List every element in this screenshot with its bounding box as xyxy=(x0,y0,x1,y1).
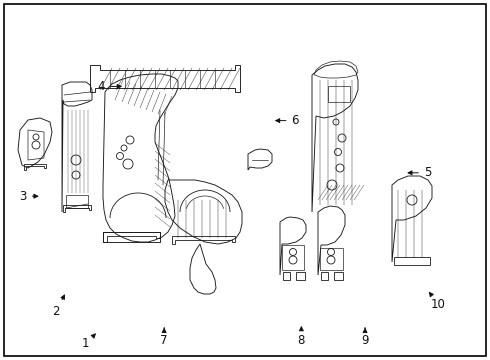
Text: 3: 3 xyxy=(20,190,38,203)
Text: 7: 7 xyxy=(160,328,168,347)
Text: 5: 5 xyxy=(408,166,431,179)
Text: 6: 6 xyxy=(276,114,299,127)
Text: 10: 10 xyxy=(429,292,446,311)
Text: 2: 2 xyxy=(52,295,65,318)
Text: 8: 8 xyxy=(297,327,305,347)
Text: 1: 1 xyxy=(82,334,96,350)
Text: 4: 4 xyxy=(98,80,121,93)
Text: 9: 9 xyxy=(361,328,369,347)
